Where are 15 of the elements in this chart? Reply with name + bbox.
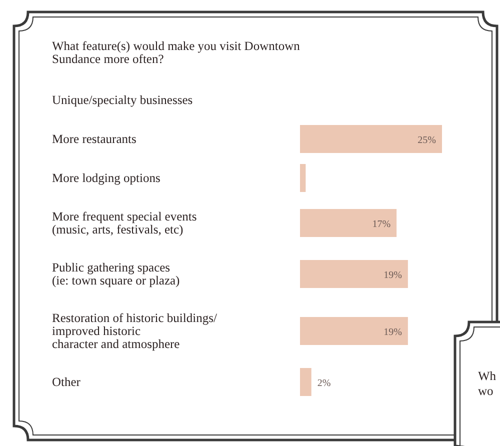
data-label: 2% xyxy=(317,378,331,389)
data-label: 25% xyxy=(418,135,436,146)
y-tick-label: More lodging options xyxy=(52,171,160,185)
y-tick-label: Restoration of historic buildings/ improved historic character and atmosphere xyxy=(52,311,218,351)
y-tick-label: Other xyxy=(52,375,82,389)
y-tick-label: More restaurants xyxy=(52,132,136,146)
y-tick-label: Public gathering spaces (ie: town square or plaza) xyxy=(52,260,180,288)
y-tick-label: More frequent special events (music, arts, festivals, etc) xyxy=(52,210,197,236)
data-label: 19% xyxy=(384,270,402,281)
text: What feature(s) would make you visit Downtown Sundance more often? xyxy=(52,39,301,66)
text: Wh xyxy=(478,369,497,383)
data-label: 19% xyxy=(384,327,402,338)
y-tick-label: Unique/specialty businesses xyxy=(52,93,193,107)
text: wo xyxy=(478,384,494,398)
data-label: 17% xyxy=(372,219,391,230)
